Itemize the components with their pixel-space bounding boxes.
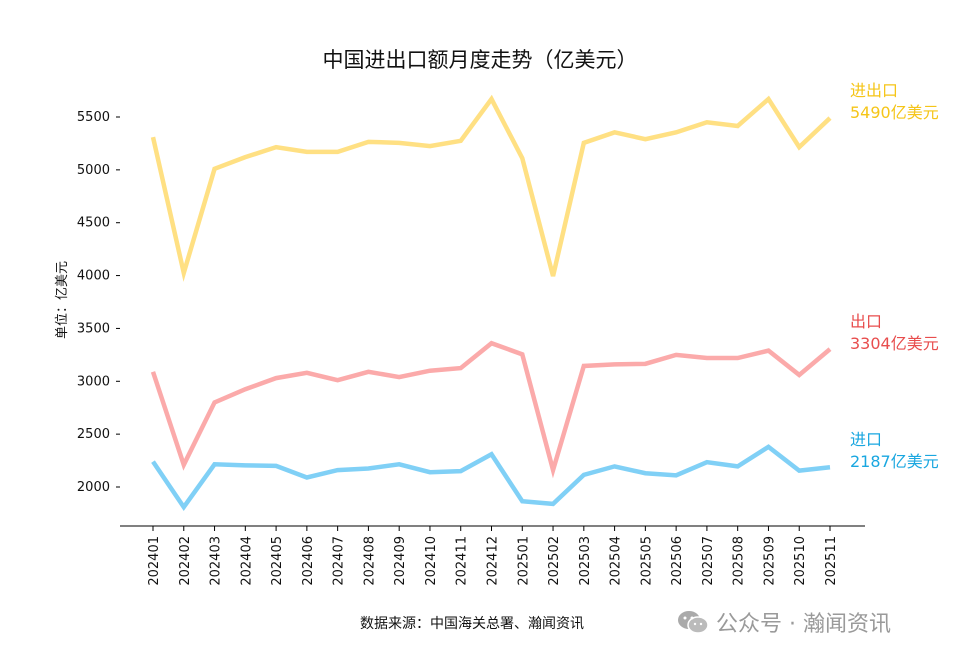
wechat-icon bbox=[678, 611, 709, 634]
series-line-export bbox=[150, 340, 832, 479]
x-tick-label: 202506 bbox=[670, 536, 685, 586]
y-tick-label: 5000 bbox=[77, 163, 110, 178]
x-tick-label: 202412 bbox=[486, 536, 501, 586]
y-tick-label: 2000 bbox=[77, 480, 110, 495]
x-tick-label: 202505 bbox=[639, 536, 654, 586]
series-label-import: 进口 2187亿美元 bbox=[850, 430, 939, 472]
x-tick-label: 202503 bbox=[578, 536, 593, 586]
x-tick-label: 202510 bbox=[793, 536, 808, 586]
series-label-total: 进出口 5490亿美元 bbox=[850, 81, 939, 123]
watermark-text: 公众号 · 瀚闻资讯 bbox=[716, 612, 891, 637]
x-tick-label: 202404 bbox=[239, 536, 254, 586]
y-tick-label: 5500 bbox=[77, 110, 110, 125]
x-tick-label: 202504 bbox=[609, 536, 624, 586]
x-tick-label: 202402 bbox=[178, 536, 193, 586]
y-tick-label: 3000 bbox=[77, 374, 110, 389]
x-tick-label: 202406 bbox=[301, 536, 316, 586]
x-tick-label: 202411 bbox=[455, 536, 470, 586]
x-tick-label: 202401 bbox=[147, 536, 162, 586]
x-tick-label: 202509 bbox=[762, 536, 777, 586]
series-label-export: 出口 3304亿美元 bbox=[850, 312, 939, 354]
x-tick-label: 202508 bbox=[732, 536, 747, 586]
source-note: 数据来源：中国海关总署、瀚闻资讯 bbox=[360, 616, 584, 632]
y-tick-label: 4000 bbox=[77, 269, 110, 284]
x-tick-label: 202407 bbox=[332, 536, 347, 586]
y-tick-label: 2500 bbox=[77, 427, 110, 442]
x-tick-label: 202410 bbox=[424, 536, 439, 586]
x-tick-label: 202502 bbox=[547, 536, 562, 586]
x-tick-label: 202511 bbox=[824, 536, 839, 586]
series-line-import bbox=[151, 444, 831, 512]
y-axis-label: 单位：亿美元 bbox=[55, 261, 70, 339]
x-tick-label: 202409 bbox=[393, 536, 408, 586]
watermark: 公众号 · 瀚闻资讯 bbox=[676, 606, 891, 638]
x-tick-label: 202408 bbox=[362, 536, 377, 586]
x-tick-label: 202403 bbox=[209, 536, 224, 586]
y-tick-label: 3500 bbox=[77, 321, 110, 336]
chart-title: 中国进出口额月度走势（亿美元） bbox=[322, 48, 638, 72]
x-tick-label: 202405 bbox=[270, 536, 285, 586]
x-tick-label: 202501 bbox=[516, 536, 531, 586]
series-line-total bbox=[150, 94, 832, 282]
x-tick-label: 202507 bbox=[701, 536, 716, 586]
y-tick-label: 4500 bbox=[77, 216, 110, 231]
